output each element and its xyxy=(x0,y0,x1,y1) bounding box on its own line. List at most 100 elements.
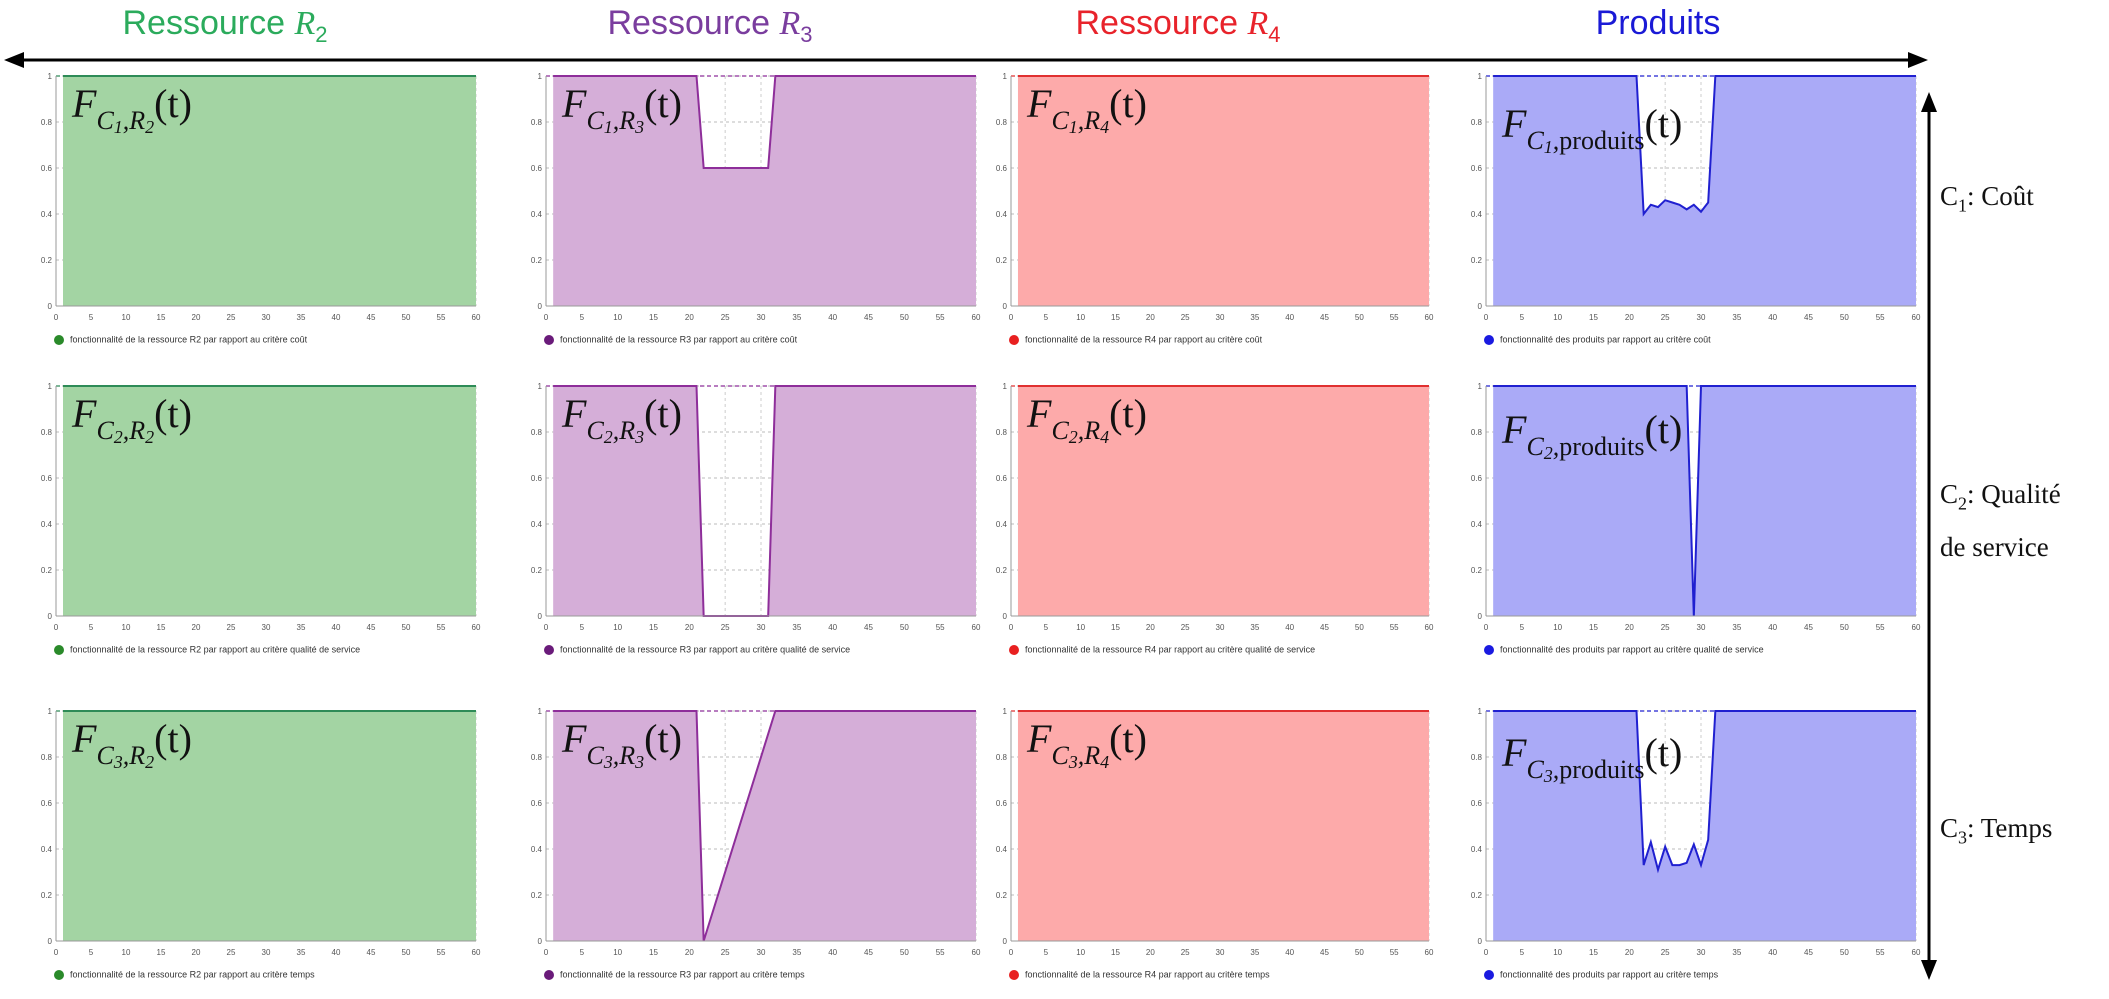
function-subscript-resource-index: 4 xyxy=(1100,427,1110,447)
chart-panel: 0 5 10 15 20 25 30 35 40 45 50 55 60 0 0.2 0.4 0.6 0.8 1 FC… xyxy=(1470,705,1926,995)
y-tick-label: 1 xyxy=(48,707,53,716)
x-tick-label: 35 xyxy=(792,313,801,322)
function-subscript-resource-index: 2 xyxy=(145,427,155,447)
function-subscript-resource: R xyxy=(129,106,146,135)
chart-legend: fonctionnalité de la ressource R2 par ra… xyxy=(54,644,360,655)
x-tick-label: 0 xyxy=(1009,313,1014,322)
x-tick-label: 5 xyxy=(1520,313,1525,322)
legend-label: fonctionnalité de la ressource R3 par ra… xyxy=(560,969,805,980)
x-tick-label: 30 xyxy=(757,948,766,957)
y-tick-label: 0.4 xyxy=(531,210,543,219)
y-tick-label: 0.2 xyxy=(1471,256,1483,265)
function-symbol: F xyxy=(562,391,587,436)
y-tick-label: 0.8 xyxy=(1471,428,1483,437)
area-series-fill xyxy=(1017,386,1429,616)
y-tick-label: 0.6 xyxy=(1471,799,1483,808)
chart-panel: 0 5 10 15 20 25 30 35 40 45 50 55 60 0 0.2 0.4 0.6 0.8 1 FC… xyxy=(995,705,1439,995)
x-tick-label: 20 xyxy=(685,623,694,632)
area-chart: 0 5 10 15 20 25 30 35 40 45 50 55 60 0 0.2 0.4 0.6 0.8 1 xyxy=(996,382,1434,632)
chart-legend: fonctionnalité de la ressource R3 par ra… xyxy=(544,644,850,655)
area-chart: 0 5 10 15 20 25 30 35 40 45 50 55 60 0 0.2 0.4 0.6 0.8 1 xyxy=(996,707,1434,957)
function-subscript-resource: R xyxy=(619,416,636,445)
x-tick-label: 40 xyxy=(1285,313,1294,322)
x-tick-label: 35 xyxy=(1250,948,1259,957)
x-tick-label: 10 xyxy=(1553,948,1562,957)
x-tick-label: 30 xyxy=(757,623,766,632)
function-subscript-resource: R xyxy=(1084,106,1101,135)
function-subscript-resource-index: 2 xyxy=(145,117,155,137)
legend-label: fonctionnalité de la ressource R4 par ra… xyxy=(1025,334,1263,345)
function-subscript: C2,R2 xyxy=(96,416,155,447)
x-tick-label: 5 xyxy=(1044,623,1049,632)
area-chart: 0 5 10 15 20 25 30 35 40 45 50 55 60 0 0.2 0.4 0.6 0.8 1 xyxy=(1471,382,1921,632)
x-tick-label: 5 xyxy=(89,948,94,957)
row-label-temps: C3: Temps xyxy=(1940,806,2052,859)
x-tick-label: 10 xyxy=(1076,313,1085,322)
x-tick-label: 45 xyxy=(1804,313,1813,322)
y-tick-label: 1 xyxy=(538,707,543,716)
function-subscript-resource-index: 4 xyxy=(1100,117,1110,137)
legend-marker xyxy=(54,334,64,345)
legend-marker xyxy=(1484,969,1494,980)
area-chart: 0 5 10 15 20 25 30 35 40 45 50 55 60 0 0.2 0.4 0.6 0.8 1 xyxy=(531,382,981,632)
y-tick-label: 0.6 xyxy=(1471,164,1483,173)
area-series-fill xyxy=(63,711,476,941)
chart-legend: fonctionnalité de la ressource R2 par ra… xyxy=(54,969,315,980)
function-subscript-index: 3 xyxy=(113,752,123,772)
x-tick-label: 0 xyxy=(54,313,59,322)
y-tick-label: 0.4 xyxy=(996,520,1008,529)
y-tick-label: 1 xyxy=(1478,72,1483,81)
x-tick-label: 45 xyxy=(367,623,376,632)
x-tick-label: 20 xyxy=(685,948,694,957)
column-title-r4: Ressource R4 xyxy=(1076,4,1281,48)
x-tick-label: 0 xyxy=(54,948,59,957)
y-tick-label: 0.8 xyxy=(1471,118,1483,127)
x-tick-label: 40 xyxy=(1768,313,1777,322)
x-tick-label: 10 xyxy=(613,623,622,632)
x-tick-label: 35 xyxy=(792,623,801,632)
area-chart: 0 5 10 15 20 25 30 35 40 45 50 55 60 0 0.2 0.4 0.6 0.8 1 xyxy=(531,707,981,957)
chart-panel: 0 5 10 15 20 25 30 35 40 45 50 55 60 0 0.2 0.4 0.6 0.8 1 FC… xyxy=(40,705,486,995)
area-chart: 0 5 10 15 20 25 30 35 40 45 50 55 60 0 0.2 0.4 0.6 0.8 1 xyxy=(41,707,481,957)
x-tick-label: 55 xyxy=(936,948,945,957)
y-tick-label: 0.8 xyxy=(41,118,53,127)
x-tick-label: 15 xyxy=(649,948,658,957)
legend-label: fonctionnalité de la ressource R3 par ra… xyxy=(560,334,798,345)
function-subscript-comma: , xyxy=(1077,741,1085,770)
chart-panel: 0 5 10 15 20 25 30 35 40 45 50 55 60 0 0.2 0.4 0.6 0.8 1 FC… xyxy=(530,380,986,670)
x-tick-label: 35 xyxy=(1250,623,1259,632)
function-subscript: C3,R4 xyxy=(1051,741,1109,772)
x-tick-label: 20 xyxy=(1625,313,1634,322)
area-chart: 0 5 10 15 20 25 30 35 40 45 50 55 60 0 0.2 0.4 0.6 0.8 1 xyxy=(996,72,1434,322)
y-tick-label: 0.4 xyxy=(41,210,53,219)
column-title-r3: Ressource R3 xyxy=(608,4,813,48)
function-argument: (t) xyxy=(644,716,682,761)
function-subscript-comma: , xyxy=(122,741,130,770)
column-title-variable: R xyxy=(294,5,316,42)
x-tick-label: 20 xyxy=(192,313,201,322)
y-tick-label: 0 xyxy=(1003,937,1008,946)
x-tick-label: 60 xyxy=(972,313,981,322)
y-tick-label: 1 xyxy=(48,382,53,391)
x-tick-label: 5 xyxy=(1520,623,1525,632)
x-tick-label: 40 xyxy=(828,313,837,322)
function-title: FC2,produits(t) xyxy=(1502,410,1682,463)
legend-label: fonctionnalité des produits par rapport … xyxy=(1500,969,1719,980)
y-tick-label: 0 xyxy=(48,612,53,621)
row-label-text: : Qualité xyxy=(1967,479,2061,509)
function-subscript-comma: , xyxy=(612,416,620,445)
chart-legend: fonctionnalité des produits par rapport … xyxy=(1484,334,1711,345)
function-subscript-index: 1 xyxy=(603,117,613,137)
x-tick-label: 25 xyxy=(227,313,236,322)
y-tick-label: 0 xyxy=(1478,612,1483,621)
function-subscript-criterion: C xyxy=(96,741,114,770)
function-symbol: F xyxy=(1027,716,1052,761)
x-tick-label: 55 xyxy=(1390,948,1399,957)
series-line xyxy=(1493,75,1916,217)
function-subscript-index: 1 xyxy=(113,117,123,137)
function-subscript-criterion: C xyxy=(586,416,604,445)
function-subscript: C3,R2 xyxy=(96,741,154,772)
function-symbol: F xyxy=(72,716,97,761)
function-subscript-comma: , xyxy=(1552,755,1560,784)
area-chart: 0 5 10 15 20 25 30 35 40 45 50 55 60 0 0.2 0.4 0.6 0.8 1 xyxy=(1471,707,1921,957)
